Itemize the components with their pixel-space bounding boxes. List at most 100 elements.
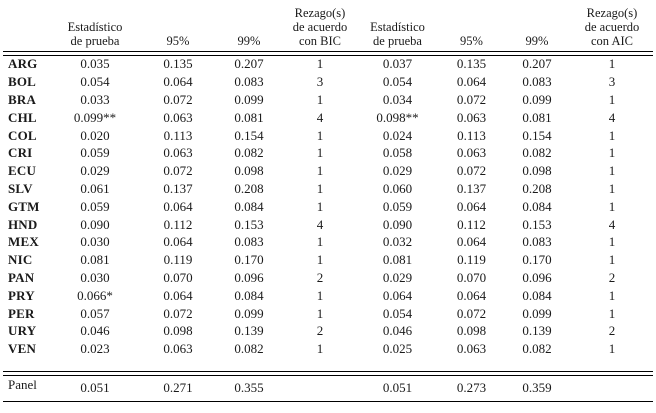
header-95-bic: 95%	[166, 34, 190, 48]
value-cell: 0.029	[382, 163, 413, 179]
value-cell: 0.112	[163, 216, 193, 232]
value-cell: 0.064	[456, 198, 487, 214]
value-cell: 0.139	[522, 323, 552, 339]
value-cell: 1	[316, 145, 324, 161]
value-cell: 0.070	[456, 269, 487, 285]
value-cell: 1	[608, 252, 616, 268]
value-cell: 0.081	[234, 109, 264, 125]
country-label: MEX	[8, 234, 39, 250]
value-cell: 0.099**	[73, 109, 117, 125]
value-cell: 0.112	[457, 216, 486, 232]
value-cell: 2	[608, 323, 616, 339]
value-cell: 0.084	[522, 198, 552, 214]
value-cell: 1	[608, 163, 616, 179]
value-cell: 0.063	[456, 145, 487, 161]
value-cell: 0.083	[234, 234, 264, 250]
table-row: GTM 0.059 0.064 0.084 1 0.059 0.064 0.084 1	[0, 198, 656, 216]
table-header: Estadístico de prueba 95% 99% Rezago(s) …	[0, 0, 656, 51]
panel-value: 0.355	[234, 380, 264, 396]
value-cell: 0.060	[382, 180, 413, 196]
value-cell: 1	[316, 305, 324, 321]
country-label: GTM	[8, 198, 40, 214]
header-lags-bic: Rezago(s) de acuerdo con BIC	[292, 6, 348, 48]
value-cell: 1	[316, 127, 324, 143]
table-row: PRY 0.066* 0.064 0.084 1 0.064 0.064 0.084 1	[0, 287, 656, 305]
value-cell: 0.096	[522, 269, 552, 285]
value-cell: 0.072	[163, 91, 193, 107]
value-cell: 2	[608, 269, 616, 285]
value-cell: 1	[316, 341, 324, 357]
value-cell: 1	[608, 91, 616, 107]
value-cell: 0.059	[382, 198, 413, 214]
value-cell: 0.064	[163, 74, 193, 90]
value-cell: 1	[608, 127, 616, 143]
value-cell: 0.054	[80, 74, 110, 90]
country-label: SLV	[8, 180, 33, 196]
value-cell: 0.170	[522, 252, 552, 268]
value-cell: 0.090	[80, 216, 110, 232]
value-cell: 0.054	[382, 305, 413, 321]
value-cell: 0.090	[382, 216, 413, 232]
value-cell: 3	[608, 74, 616, 90]
country-label: ARG	[8, 56, 38, 72]
value-cell: 0.066*	[77, 287, 113, 303]
value-cell: 0.084	[234, 198, 264, 214]
value-cell: 0.058	[382, 145, 413, 161]
value-cell: 0.135	[163, 56, 193, 72]
value-cell: 0.207	[522, 56, 552, 72]
panel-value: 0.271	[163, 380, 193, 396]
table-row: PER 0.057 0.072 0.099 1 0.054 0.072 0.099 1	[0, 305, 656, 323]
value-cell: 0.063	[163, 341, 193, 357]
value-cell: 0.070	[163, 269, 193, 285]
header-99-aic: 99%	[525, 34, 549, 48]
panel-top-rule	[3, 371, 653, 376]
value-cell: 4	[608, 109, 616, 125]
value-cell: 0.099	[234, 91, 264, 107]
value-cell: 0.119	[457, 252, 486, 268]
table-body: ARG 0.035 0.135 0.207 1 0.037 0.135 0.207 1 BOL 0.…	[0, 56, 656, 359]
table-row: ARG 0.035 0.135 0.207 1 0.037 0.135 0.207 1	[0, 56, 656, 74]
value-cell: 1	[608, 234, 616, 250]
value-cell: 1	[316, 287, 324, 303]
bottom-rule	[3, 400, 653, 402]
value-cell: 0.072	[456, 91, 487, 107]
value-cell: 0.098	[522, 163, 552, 179]
header-test-statistic-bic: Estadístico de prueba	[67, 20, 123, 48]
value-cell: 0.072	[163, 305, 193, 321]
value-cell: 0.064	[456, 234, 487, 250]
value-cell: 0.035	[80, 56, 110, 72]
country-label: PRY	[8, 287, 35, 303]
value-cell: 1	[608, 180, 616, 196]
value-cell: 0.099	[522, 91, 552, 107]
value-cell: 1	[316, 252, 324, 268]
panel-value: 0.359	[522, 380, 552, 396]
panel-label: Panel	[8, 376, 37, 392]
table-row: ECU 0.029 0.072 0.098 1 0.029 0.072 0.098 1	[0, 162, 656, 180]
panel-value: 0.051	[80, 380, 110, 396]
table-row: MEX 0.030 0.064 0.083 1 0.032 0.064 0.083 1	[0, 234, 656, 252]
value-cell: 0.061	[80, 180, 110, 196]
value-cell: 2	[316, 323, 324, 339]
value-cell: 0.084	[522, 287, 552, 303]
table-row: BRA 0.033 0.072 0.099 1 0.034 0.072 0.099 1	[0, 91, 656, 109]
value-cell: 0.083	[522, 74, 552, 90]
country-label: VEN	[8, 341, 37, 357]
table-row: BOL 0.054 0.064 0.083 3 0.054 0.064 0.083 3	[0, 73, 656, 91]
value-cell: 0.025	[382, 341, 413, 357]
value-cell: 1	[608, 305, 616, 321]
table-row: COL 0.020 0.113 0.154 1 0.024 0.113 0.154 1	[0, 127, 656, 145]
country-label: BOL	[8, 74, 37, 90]
value-cell: 0.037	[382, 56, 413, 72]
header-test-statistic-aic: Estadístico de prueba	[370, 20, 425, 48]
country-label: NIC	[8, 252, 33, 268]
value-cell: 0.059	[80, 198, 110, 214]
value-cell: 0.082	[234, 145, 264, 161]
value-cell: 4	[608, 216, 616, 232]
header-95-aic: 95%	[460, 34, 483, 48]
value-cell: 0.098	[456, 323, 487, 339]
value-cell: 0.032	[382, 234, 413, 250]
value-cell: 2	[316, 269, 324, 285]
header-rule	[3, 51, 653, 56]
value-cell: 1	[316, 198, 324, 214]
value-cell: 1	[316, 180, 324, 196]
